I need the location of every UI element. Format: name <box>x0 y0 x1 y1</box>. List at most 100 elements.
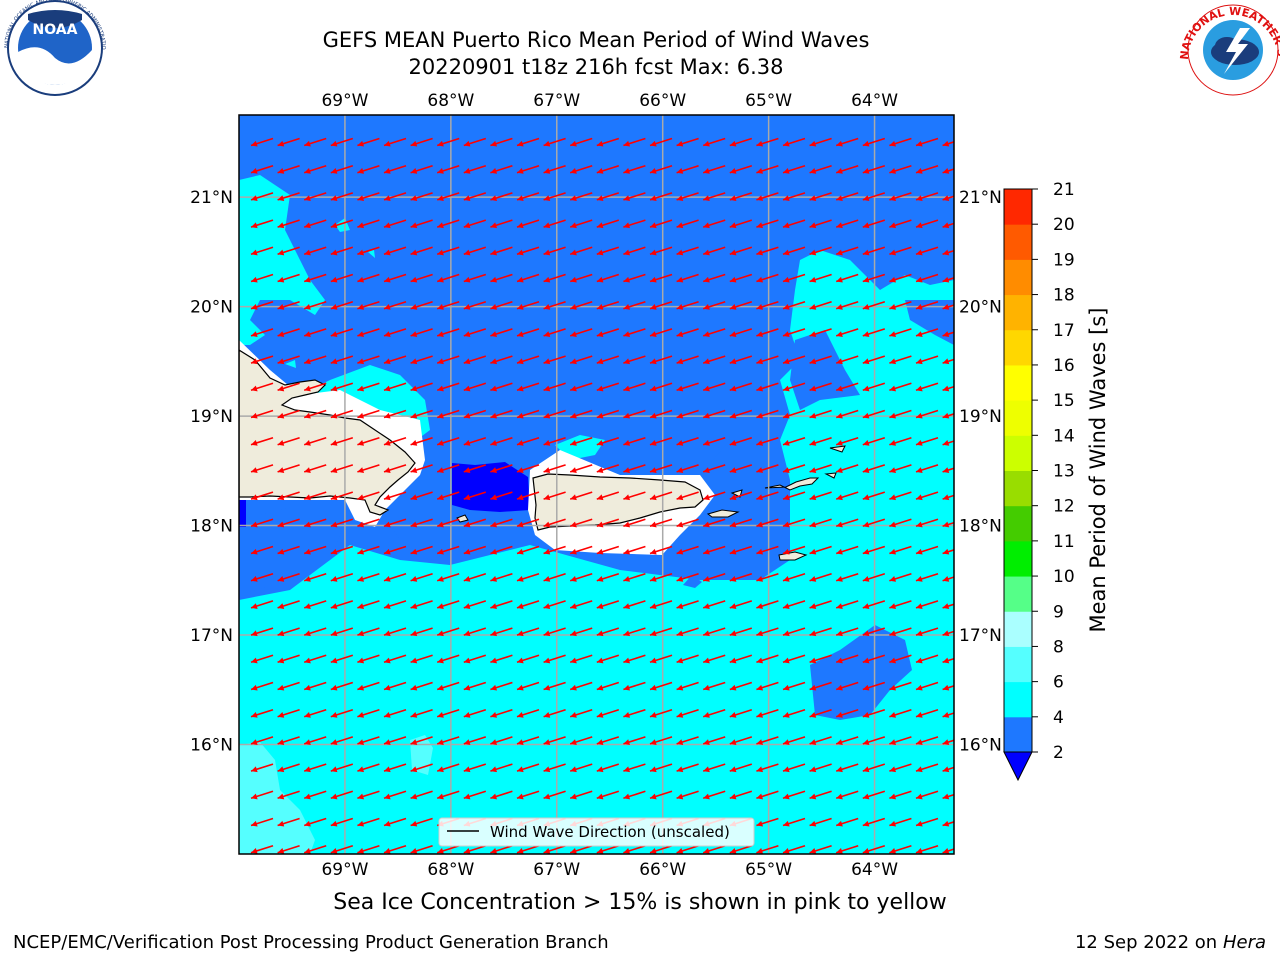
wave-arrow <box>729 164 753 174</box>
wave-arrow <box>756 219 779 229</box>
wave-arrow <box>596 436 620 446</box>
wave-arrow <box>782 572 806 582</box>
sea-period-2-4-patch-east <box>790 330 860 410</box>
wave-arrow <box>543 572 566 582</box>
wave-arrow <box>357 817 380 827</box>
wave-arrow <box>623 137 646 147</box>
wave-arrow <box>889 681 912 691</box>
wave-arrow <box>250 708 274 718</box>
wave-arrow <box>729 708 753 718</box>
wave-arrow <box>516 844 540 854</box>
colorbar-tick-label: 12 <box>1053 497 1075 517</box>
wave-arrow <box>410 382 433 392</box>
wave-arrow <box>490 464 513 473</box>
wave-arrow <box>250 328 274 337</box>
wave-arrow <box>569 545 593 555</box>
wave-arrow <box>915 219 939 229</box>
virgin-islands <box>764 477 820 491</box>
wave-arrow <box>463 491 487 501</box>
wave-arrow <box>277 844 300 854</box>
sea-period-2-4-patch-small <box>683 575 702 588</box>
wave-arrow <box>357 654 380 664</box>
wave-arrow <box>436 736 460 745</box>
wave-arrow <box>463 192 487 201</box>
wave-arrow <box>809 300 832 310</box>
wave-arrow <box>277 736 300 745</box>
wave-arrow <box>676 844 699 854</box>
wave-arrow <box>915 518 939 528</box>
sea-period-4-6-dot2 <box>368 250 375 258</box>
wave-arrow <box>676 464 699 473</box>
wave-arrow <box>250 409 274 419</box>
wave-arrow <box>729 681 753 691</box>
wave-arrow <box>862 436 886 446</box>
wave-arrow <box>702 708 726 718</box>
wave-arrow <box>463 436 487 446</box>
colorbar-segment <box>1004 189 1032 225</box>
wave-arrow <box>357 219 380 229</box>
wave-arrow <box>436 627 460 637</box>
wave-arrow <box>623 192 646 201</box>
footer-branch: NCEP/EMC/Verification Post Processing Pr… <box>13 932 609 953</box>
wave-arrow <box>649 409 673 419</box>
wave-arrow <box>303 219 327 229</box>
wave-arrow <box>490 572 513 582</box>
wave-arrow <box>782 817 806 827</box>
wave-arrow <box>277 572 300 582</box>
wave-arrow <box>410 192 433 201</box>
wave-arrow <box>649 436 673 446</box>
wave-arrow <box>889 382 912 392</box>
wave-arrow <box>809 844 832 854</box>
wave-arrow <box>915 763 939 773</box>
wave-arrow <box>835 518 859 528</box>
wave-arrow <box>835 763 859 773</box>
wave-arrow <box>463 137 487 147</box>
wave-arrow <box>596 355 620 365</box>
wave-arrow <box>809 436 832 446</box>
wave-arrow <box>623 545 646 555</box>
wave-arrow <box>649 763 673 773</box>
wave-arrow <box>702 355 726 365</box>
wave-arrow <box>676 300 699 310</box>
wave-arrow <box>702 409 726 419</box>
colorbar-tick-label: 17 <box>1053 321 1075 341</box>
wave-arrow <box>277 192 300 201</box>
wave-arrow <box>702 219 726 229</box>
wave-arrow <box>915 736 939 745</box>
colorbar-tick-label: 10 <box>1053 567 1075 587</box>
wave-arrow <box>410 681 433 691</box>
wave-arrow <box>835 436 859 446</box>
wave-arrow <box>330 600 354 609</box>
wave-arrow <box>889 708 912 718</box>
wave-arrow <box>835 355 859 365</box>
wave-arrow <box>277 409 300 419</box>
wave-arrow <box>623 355 646 365</box>
wave-arrow <box>330 736 354 745</box>
wave-arrow <box>383 572 407 582</box>
wave-arrow <box>756 273 779 283</box>
wave-arrow <box>782 627 806 637</box>
island-small-2 <box>824 472 837 479</box>
wave-arrow <box>596 844 620 854</box>
wave-arrow <box>383 491 407 501</box>
wave-arrow <box>623 328 646 337</box>
wave-arrow <box>596 572 620 582</box>
wave-arrow <box>383 844 407 854</box>
wave-arrow <box>702 273 726 283</box>
wave-arrow <box>436 464 460 473</box>
wave-arrow <box>543 844 566 854</box>
wave-arrow <box>463 572 487 582</box>
wave-arrow <box>809 219 832 229</box>
wave-arrow <box>383 382 407 392</box>
wave-arrow <box>250 246 274 256</box>
wave-arrow <box>543 763 566 773</box>
wave-arrow <box>436 681 460 691</box>
wave-arrow <box>809 763 832 773</box>
wave-arrow <box>809 627 832 637</box>
wave-arrow <box>623 600 646 609</box>
wave-arrow <box>729 600 753 609</box>
wave-arrow <box>729 246 753 256</box>
colorbar-segment <box>1004 329 1032 366</box>
wave-arrow <box>809 164 832 174</box>
lon-label-bottom: 66°W <box>639 860 686 880</box>
